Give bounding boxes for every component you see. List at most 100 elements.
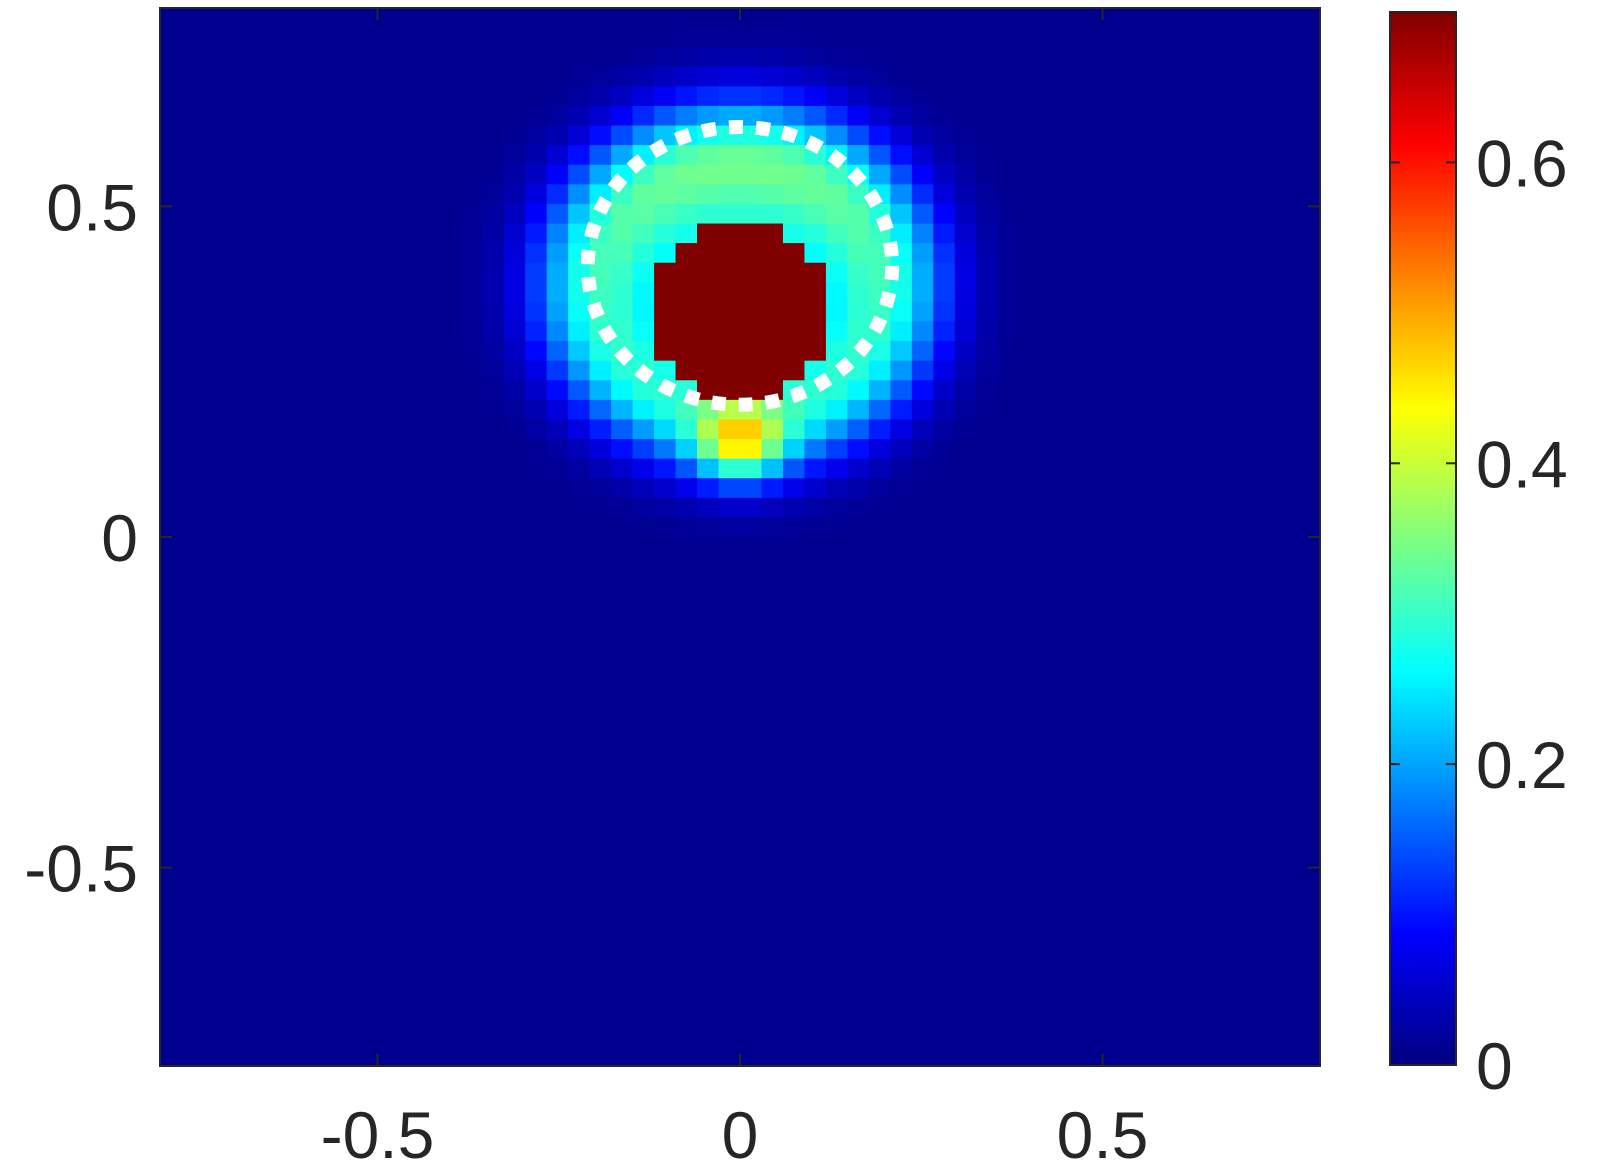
heatmap-cell [288, 497, 311, 518]
heatmap-cell [245, 752, 269, 773]
heatmap-cell [267, 732, 290, 754]
heatmap-cell [160, 27, 183, 48]
heatmap-cell [288, 1026, 311, 1047]
heatmap-cell [1169, 47, 1192, 68]
heatmap-cell [976, 909, 999, 930]
heatmap-cell [525, 341, 548, 362]
heatmap-cell [460, 86, 483, 107]
heatmap-cell [1277, 948, 1300, 969]
heatmap-cell [160, 380, 183, 401]
heatmap-cell [568, 752, 591, 773]
heatmap-cell [804, 928, 827, 950]
heatmap-cell [417, 948, 440, 969]
heatmap-cell [782, 478, 806, 499]
heatmap-cell [245, 811, 269, 832]
heatmap-cell [1126, 713, 1149, 734]
heatmap-cell [1234, 164, 1257, 185]
heatmap-cell [160, 439, 183, 460]
heatmap-cell [482, 909, 505, 930]
heatmap-cell [310, 870, 333, 891]
heatmap-cell [825, 125, 849, 146]
heatmap-cell [374, 86, 397, 107]
heatmap-cell [396, 909, 419, 930]
heatmap-cell [976, 654, 999, 675]
heatmap-cell [310, 889, 333, 910]
heatmap-cell [353, 321, 376, 342]
heatmap-cell [976, 772, 999, 793]
heatmap-cell [740, 380, 763, 401]
heatmap-cell [1277, 537, 1300, 558]
heatmap-cell [976, 948, 999, 969]
heatmap-cell [1105, 791, 1128, 812]
heatmap-cell [1105, 674, 1128, 695]
heatmap-cell [933, 243, 956, 264]
heatmap-cell [374, 1046, 397, 1066]
heatmap-cell [546, 341, 569, 362]
heatmap-cell [417, 1026, 440, 1047]
heatmap-cell [1126, 203, 1149, 225]
heatmap-cell [1191, 948, 1214, 969]
heatmap-cell [890, 732, 913, 754]
heatmap-cell [1212, 419, 1235, 440]
heatmap-cell [1062, 713, 1085, 734]
heatmap-cell [160, 634, 183, 656]
heatmap-cell [202, 1026, 226, 1047]
heatmap-cell [976, 615, 999, 636]
heatmap-cell [1105, 360, 1128, 381]
heatmap-cell [245, 772, 269, 793]
heatmap-cell [1062, 1007, 1085, 1028]
heatmap-cell [847, 850, 870, 871]
heatmap-cell [1148, 889, 1171, 910]
heatmap-cell [460, 791, 483, 812]
heatmap-cell [1298, 576, 1320, 597]
heatmap-cell [718, 537, 741, 558]
heatmap-cell [1105, 66, 1128, 87]
heatmap-cell [1019, 811, 1042, 832]
heatmap-cell [611, 478, 634, 499]
heatmap-cell [1212, 66, 1235, 87]
heatmap-cell [439, 164, 462, 185]
heatmap-cell [417, 830, 440, 852]
heatmap-cell [568, 556, 591, 577]
heatmap-cell [1062, 419, 1085, 440]
heatmap-cell [202, 341, 226, 362]
heatmap-cell [202, 909, 226, 930]
heatmap-cell [1234, 615, 1257, 636]
heatmap-cell [675, 537, 698, 558]
heatmap-cell [890, 517, 913, 538]
heatmap-cell [1148, 301, 1171, 323]
heatmap-cell [697, 1007, 720, 1028]
heatmap-cell [160, 360, 183, 381]
heatmap-cell [911, 164, 934, 185]
heatmap-cell [933, 380, 956, 401]
heatmap-cell [525, 830, 548, 852]
heatmap-cell [503, 145, 526, 166]
heatmap-cell [1040, 478, 1063, 499]
heatmap-cell [245, 419, 269, 440]
heatmap-cell [954, 556, 977, 577]
heatmap-cell [288, 654, 311, 675]
heatmap-cell [331, 634, 354, 656]
heatmap-cell [1277, 732, 1300, 754]
heatmap-cell [890, 321, 913, 342]
heatmap-cell [697, 537, 720, 558]
heatmap-cell [954, 674, 977, 695]
heatmap-cell [589, 439, 612, 460]
heatmap-cell [697, 66, 720, 87]
heatmap-cell [160, 870, 183, 891]
heatmap-cell [396, 752, 419, 773]
heatmap-cell [331, 576, 354, 597]
heatmap-cell [1105, 870, 1128, 891]
heatmap-cell [911, 458, 934, 479]
heatmap-cell [997, 419, 1020, 440]
heatmap-cell [374, 674, 397, 695]
heatmap-cell [568, 27, 591, 48]
heatmap-cell [740, 713, 763, 734]
heatmap-cell [1298, 145, 1320, 166]
heatmap-cell [911, 693, 934, 714]
heatmap-cell [245, 203, 269, 225]
heatmap-cell [782, 752, 806, 773]
heatmap-cell [1105, 243, 1128, 264]
heatmap-cell [997, 772, 1020, 793]
heatmap-cell [868, 850, 891, 871]
